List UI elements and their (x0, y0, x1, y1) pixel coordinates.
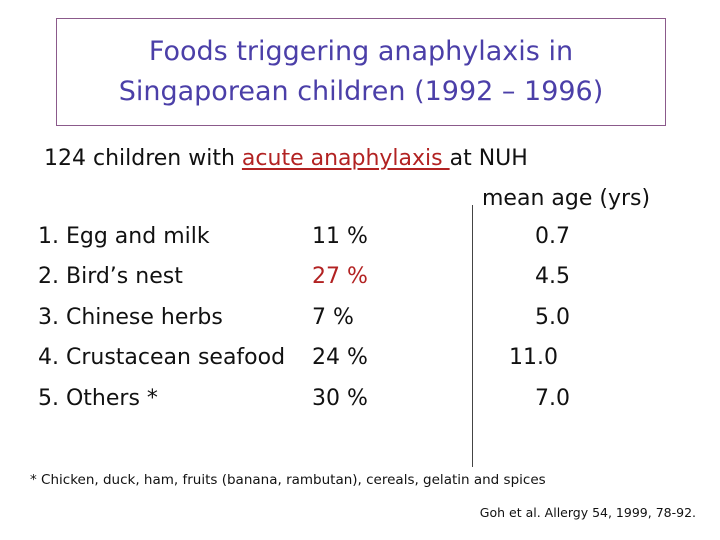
table-row: 4. Crustacean seafood 24 % 11.0 (0, 345, 720, 385)
citation: Goh et al. Allergy 54, 1999, 78-92. (479, 505, 696, 520)
column-divider (472, 205, 473, 467)
row-mean-age: 4.5 (535, 264, 570, 289)
table-row: 2. Bird’s nest 27 % 4.5 (0, 264, 720, 304)
row-mean-age: 5.0 (535, 305, 570, 330)
subtitle-suffix: at NUH (449, 146, 528, 171)
row-percent: 11 % (312, 224, 368, 249)
row-percent: 7 % (312, 305, 354, 330)
row-percent: 27 % (312, 264, 368, 289)
title-line-2: Singaporean children (1992 – 1996) (118, 76, 604, 107)
footnote: * Chicken, duck, ham, fruits (banana, ra… (30, 472, 546, 488)
title-box: Foods triggering anaphylaxis in Singapor… (56, 18, 666, 126)
table-row: 1. Egg and milk 11 % 0.7 (0, 224, 720, 264)
row-mean-age: 7.0 (535, 386, 570, 411)
table-row: 3. Chinese herbs 7 % 5.0 (0, 305, 720, 345)
row-percent: 24 % (312, 345, 368, 370)
row-mean-age: 11.0 (509, 345, 558, 370)
table-row: 5. Others * 30 % 7.0 (0, 386, 720, 426)
subtitle-highlight: acute anaphylaxis (241, 146, 450, 171)
subtitle: 124 children with acute anaphylaxis at N… (44, 146, 528, 171)
title-line-1: Foods triggering anaphylaxis in (148, 36, 574, 67)
row-percent: 30 % (312, 386, 368, 411)
row-mean-age: 0.7 (535, 224, 570, 249)
row-name: 5. Others * (38, 386, 158, 411)
row-name: 3. Chinese herbs (38, 305, 223, 330)
row-name: 2. Bird’s nest (38, 264, 183, 289)
row-name: 4. Crustacean seafood (38, 345, 286, 370)
mean-age-header: mean age (yrs) (482, 186, 651, 211)
row-name: 1. Egg and milk (38, 224, 210, 249)
subtitle-prefix: 124 children with (44, 146, 242, 171)
